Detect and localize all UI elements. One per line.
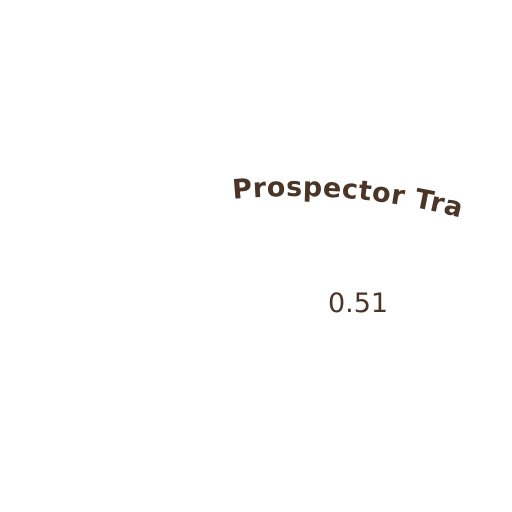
trail-name-textpath: Prospector Trail <box>0 0 466 224</box>
trail-name-label: Prospector Trail <box>0 0 466 224</box>
trail-distance-label: 0.51 <box>327 288 389 319</box>
